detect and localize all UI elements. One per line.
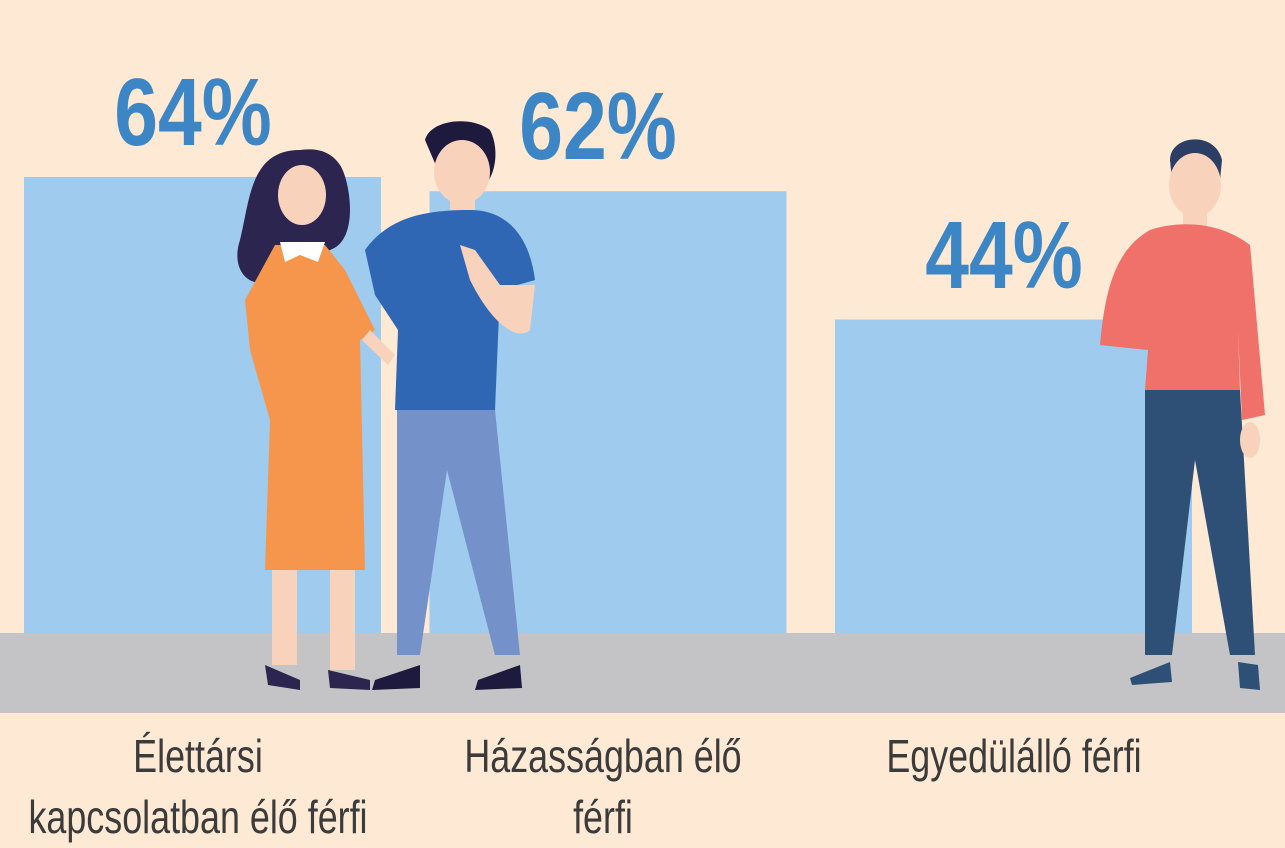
value-label: 62% xyxy=(519,73,677,181)
category-label: Élettársi kapcsolatban élő férfi xyxy=(27,730,368,843)
ground xyxy=(0,633,1285,713)
value-label: 64% xyxy=(113,59,272,166)
illustration-single-man xyxy=(1100,139,1265,690)
category-label: Házasságban élő férfi xyxy=(464,730,742,843)
value-label: 44% xyxy=(924,201,1083,309)
illustration-woman xyxy=(237,149,395,690)
bar xyxy=(835,319,1192,633)
illustration-man-couple xyxy=(365,121,535,690)
category-label: Egyedülálló férfi xyxy=(885,730,1142,782)
